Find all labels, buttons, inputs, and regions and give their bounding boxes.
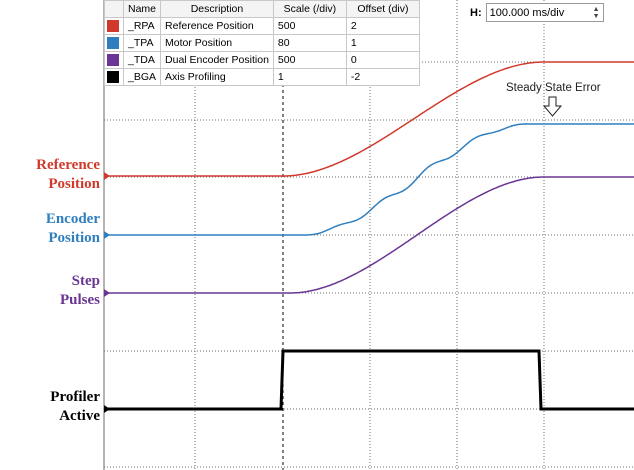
color-swatch[interactable] (107, 71, 119, 84)
legend-name: _TPA (122, 34, 162, 52)
profiler-offset-marker[interactable] (104, 405, 110, 413)
legend-description: Reference Position (160, 17, 274, 35)
legend-scale[interactable]: 500 (272, 17, 347, 35)
horizontal-scale-input[interactable]: 100.000 ms/div ▲ ▼ (485, 3, 604, 22)
profiler-label-line1: Profiler (50, 389, 100, 405)
reference-label-line2: Position (48, 176, 100, 192)
legend-name: _TDA (122, 51, 162, 69)
legend-scale[interactable]: 80 (272, 34, 347, 52)
encoder-position-label: Encoder Position (46, 210, 100, 248)
reference-offset-marker[interactable] (104, 172, 110, 180)
legend-swatch[interactable] (104, 34, 124, 52)
legend-offset[interactable]: 2 (345, 17, 420, 35)
down-arrow-icon (542, 96, 563, 117)
profiler-active-label: Profiler Active (50, 388, 100, 426)
horizontal-scale-control: H: 100.000 ms/div ▲ ▼ (470, 3, 604, 22)
channel-legend-table: Name Description Scale (/div) Offset (di… (104, 0, 420, 86)
legend-header-row: Name Description Scale (/div) Offset (di… (104, 0, 420, 18)
legend-row-tpa[interactable]: _TPA Motor Position 80 1 (104, 34, 420, 52)
legend-swatch[interactable] (104, 51, 124, 69)
profiler-label-line2: Active (59, 408, 100, 424)
encoder-label-line2: Position (48, 230, 100, 246)
legend-name: _BGA (122, 68, 162, 86)
legend-description: Motor Position (160, 34, 274, 52)
legend-description: Dual Encoder Position (160, 51, 274, 69)
legend-name: _RPA (122, 17, 162, 35)
step-pulses-trace (104, 176, 634, 294)
legend-swatch[interactable] (104, 68, 124, 86)
legend-offset[interactable]: 1 (345, 34, 420, 52)
color-swatch[interactable] (107, 37, 119, 50)
horizontal-scale-label: H: (470, 6, 482, 19)
legend-header-offset: Offset (div) (345, 0, 420, 18)
profiler-active-trace (104, 349, 634, 411)
steady-state-error-annotation: Steady State Error (506, 82, 601, 94)
step-pulses-label: Step Pulses (60, 272, 100, 310)
legend-header-name: Name (122, 0, 162, 18)
legend-offset[interactable]: 0 (345, 51, 420, 69)
reference-position-label: Reference Position (36, 156, 100, 194)
encoder-label-line1: Encoder (45, 211, 100, 227)
spinner-icon[interactable]: ▲ ▼ (592, 5, 600, 20)
legend-row-bga[interactable]: _BGA Axis Profiling 1 -2 (104, 68, 420, 86)
legend-description: Axis Profiling (160, 68, 274, 86)
step-offset-marker[interactable] (104, 289, 110, 297)
step-label-line1: Step (71, 273, 100, 289)
legend-header-description: Description (160, 0, 274, 18)
legend-scale[interactable]: 1 (272, 68, 347, 86)
legend-swatch[interactable] (104, 17, 124, 35)
color-swatch[interactable] (107, 20, 119, 33)
legend-row-tda[interactable]: _TDA Dual Encoder Position 500 0 (104, 51, 420, 69)
step-label-line2: Pulses (59, 292, 100, 308)
encoder-offset-marker[interactable] (104, 231, 110, 239)
reference-position-trace (104, 61, 634, 177)
legend-scale[interactable]: 500 (272, 51, 347, 69)
color-swatch[interactable] (107, 54, 119, 67)
legend-header-scale: Scale (/div) (272, 0, 347, 18)
legend-row-rpa[interactable]: _RPA Reference Position 500 2 (104, 17, 420, 35)
horizontal-scale-value: 100.000 ms/div (489, 6, 565, 19)
legend-header-swatch (104, 0, 124, 18)
legend-offset[interactable]: -2 (345, 68, 420, 86)
reference-label-line1: Reference (36, 157, 100, 173)
encoder-position-trace (104, 123, 634, 236)
